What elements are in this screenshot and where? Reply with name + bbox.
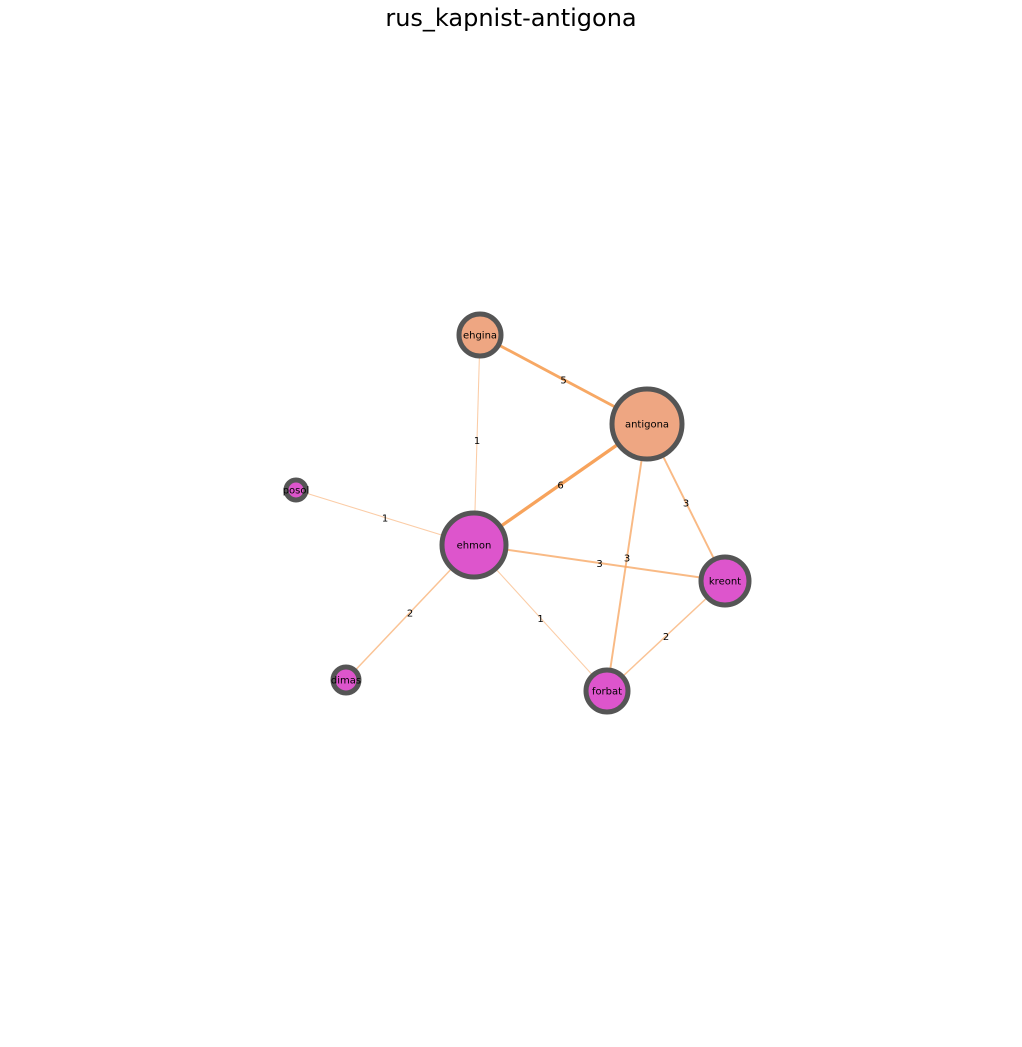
node-circle-ehmon <box>439 510 509 580</box>
node-ehmon: ehmon <box>439 510 509 580</box>
edge-label-ehmon-dimas: 2 <box>407 609 413 620</box>
edge-label-ehmon-kreont: 3 <box>596 559 602 570</box>
node-posol: posol <box>283 477 310 503</box>
edge-labels-layer: 5 1 6 3 3 1 3 2 1 2 <box>382 376 689 644</box>
edge-label-antigona-kreont: 3 <box>683 499 689 510</box>
node-circle-posol <box>283 477 309 503</box>
node-label-antigona: antigona <box>625 420 669 431</box>
edge-label-antigona-ehmon: 6 <box>557 481 563 492</box>
edge-label-posol-ehmon: 1 <box>382 514 388 525</box>
node-label-ehgina: ehgina <box>463 331 497 342</box>
edges-layer <box>295 333 726 692</box>
node-label-dimas: dimas <box>331 676 361 687</box>
node-circle-ehgina <box>456 311 504 359</box>
nodes-layer: ehgina antigona posol ehmon kreont dimas forba… <box>283 311 752 715</box>
node-circle-kreont <box>698 554 752 608</box>
node-ehgina: ehgina <box>456 311 504 359</box>
node-label-posol: posol <box>283 486 310 497</box>
node-kreont: kreont <box>698 554 752 608</box>
edge-ehmon-kreont <box>473 544 726 582</box>
edge-ehgina-ehmon <box>473 334 481 546</box>
node-antigona: antigona <box>609 386 685 462</box>
node-circle-dimas <box>330 664 362 696</box>
node-circle-forbat <box>583 667 631 715</box>
edge-label-ehmon-forbat: 1 <box>537 614 543 625</box>
node-label-ehmon: ehmon <box>457 541 492 552</box>
edge-kreont-forbat <box>606 580 726 692</box>
node-dimas: dimas <box>330 664 362 696</box>
edge-label-kreont-forbat: 2 <box>663 632 669 643</box>
graph-title: rus_kapnist-antigona <box>385 4 637 32</box>
node-label-kreont: kreont <box>709 577 741 588</box>
edge-label-antigona-forbat: 3 <box>624 554 630 565</box>
edge-antigona-forbat <box>606 423 648 692</box>
edge-label-ehgina-ehmon: 1 <box>474 436 480 447</box>
edge-label-ehgina-antigona: 5 <box>560 376 566 387</box>
node-forbat: forbat <box>583 667 631 715</box>
node-label-forbat: forbat <box>592 687 622 698</box>
node-circle-antigona <box>609 386 685 462</box>
